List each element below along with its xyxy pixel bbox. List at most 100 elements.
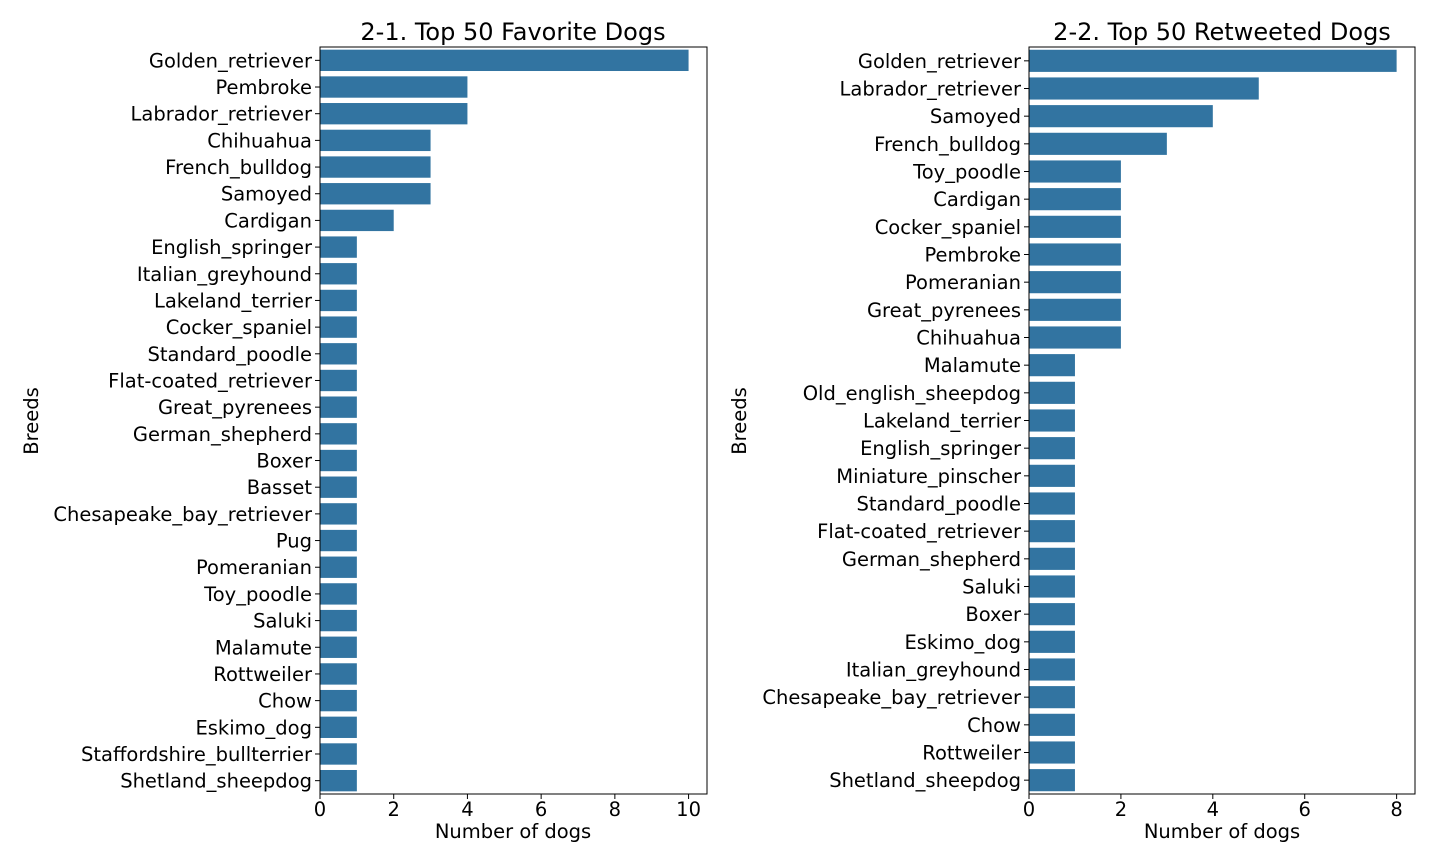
y-tick-label: Italian_greyhound (137, 263, 312, 286)
bar (320, 76, 468, 98)
x-tick-label: 10 (676, 798, 701, 821)
bar (320, 343, 357, 365)
bars-group (1029, 49, 1397, 792)
bar (1029, 658, 1075, 681)
bar (1029, 188, 1121, 211)
bar (320, 236, 357, 258)
y-tick-label: Malamute (924, 354, 1021, 377)
bar (1029, 686, 1075, 709)
y-tick-label: Pembroke (924, 244, 1021, 267)
x-axis-label: Number of dogs (1144, 820, 1300, 843)
bar (1029, 381, 1075, 404)
bar (1029, 741, 1075, 764)
x-tick-label: 6 (535, 798, 547, 821)
bar (320, 663, 357, 685)
x-tick-label: 0 (314, 798, 326, 821)
bar (1029, 630, 1075, 653)
y-tick-label: English_springer (151, 236, 313, 259)
bar (1029, 49, 1397, 72)
y-tick-label: Labrador_retriever (840, 78, 1022, 101)
y-tick-label: Lakeland_terrier (154, 289, 313, 312)
bar (320, 183, 431, 205)
bar (320, 129, 431, 152)
bar (1029, 271, 1121, 294)
bar (320, 49, 689, 72)
bar (320, 156, 431, 178)
bar (1029, 298, 1121, 321)
bar (320, 369, 357, 392)
bar (1029, 464, 1075, 487)
y-tick-label: Chihuahua (207, 129, 312, 152)
y-tick-label: Malamute (215, 636, 312, 659)
y-tick-label: Saluki (253, 610, 312, 633)
plot-frame (319, 46, 708, 795)
x-tick-label: 8 (1390, 798, 1402, 821)
bar (320, 423, 357, 445)
bar (320, 476, 357, 498)
bar (320, 209, 394, 232)
y-tick-label: Golden_retriever (858, 50, 1022, 73)
bar (1029, 520, 1075, 543)
y-tick-label: Boxer (256, 450, 313, 473)
chart-title: 2-2. Top 50 Retweeted Dogs (1053, 18, 1391, 46)
y-tick-label: French_bulldog (874, 133, 1021, 156)
y-tick-label: Labrador_retriever (131, 103, 313, 126)
bar (1029, 215, 1121, 238)
bar (320, 769, 357, 792)
y-axis-label: Breeds (20, 387, 43, 455)
bar (1029, 437, 1075, 460)
y-tick-label: Toy_poodle (203, 583, 312, 606)
x-axis-label: Number of dogs (435, 820, 591, 843)
y-axis-label: Breeds (728, 387, 751, 455)
bar (320, 583, 357, 605)
y-tick-label: Eskimo_dog (904, 631, 1021, 654)
x-tick-group: 0 2 4 6 8 10 (314, 794, 701, 821)
bar (320, 396, 357, 418)
x-tick-label: 2 (388, 798, 400, 821)
x-tick-label: 0 (1023, 798, 1035, 821)
y-tick-label: Pomeranian (905, 271, 1021, 294)
bar (320, 716, 357, 738)
y-tick-label: Pug (276, 530, 312, 553)
x-tick-label: 6 (1299, 798, 1311, 821)
y-tick-label: Standard_poodle (148, 343, 313, 366)
bar (1029, 160, 1121, 183)
x-tick-label: 4 (1207, 798, 1219, 821)
y-tick-label: Rottweiler (922, 742, 1022, 765)
y-tick-label: Chow (967, 714, 1021, 737)
y-tick-label: Cardigan (224, 209, 312, 232)
bars-group (320, 49, 689, 792)
y-tick-label: Italian_greyhound (846, 659, 1021, 682)
y-tick-label: Golden_retriever (149, 49, 313, 72)
y-tick-label: Pomeranian (196, 556, 312, 579)
bar (320, 263, 357, 285)
bar (320, 689, 357, 712)
y-tick-label: Chihuahua (916, 327, 1021, 350)
y-tick-group: Golden_retriever Pembroke Labrador_retriev… (53, 49, 320, 793)
y-tick-label: Flat-coated_retriever (108, 369, 313, 392)
y-tick-label: Standard_poodle (857, 493, 1022, 516)
bar (1029, 769, 1075, 792)
y-tick-label: Miniature_pinscher (836, 465, 1022, 488)
bar (1029, 354, 1075, 377)
y-tick-label: Old_english_sheepdog (803, 382, 1021, 405)
bar (320, 556, 357, 578)
y-tick-label: Toy_poodle (912, 161, 1021, 184)
bar (1029, 492, 1075, 515)
bar (320, 289, 357, 312)
y-tick-label: Great_pyrenees (158, 396, 312, 419)
y-tick-label: Chow (258, 690, 312, 713)
y-tick-label: Saluki (962, 576, 1021, 599)
x-tick-group: 0 2 4 6 8 (1023, 794, 1403, 821)
y-tick-label: Shetland_sheepdog (829, 769, 1021, 792)
y-tick-label: Cocker_spaniel (875, 216, 1021, 239)
bar (320, 609, 357, 632)
y-tick-label: Shetland_sheepdog (120, 770, 312, 793)
x-tick-label: 8 (609, 798, 621, 821)
bar (320, 636, 357, 658)
bar (320, 743, 357, 765)
y-tick-label: French_bulldog (165, 156, 312, 179)
bar (320, 529, 357, 552)
y-tick-label: Flat-coated_retriever (817, 520, 1022, 543)
